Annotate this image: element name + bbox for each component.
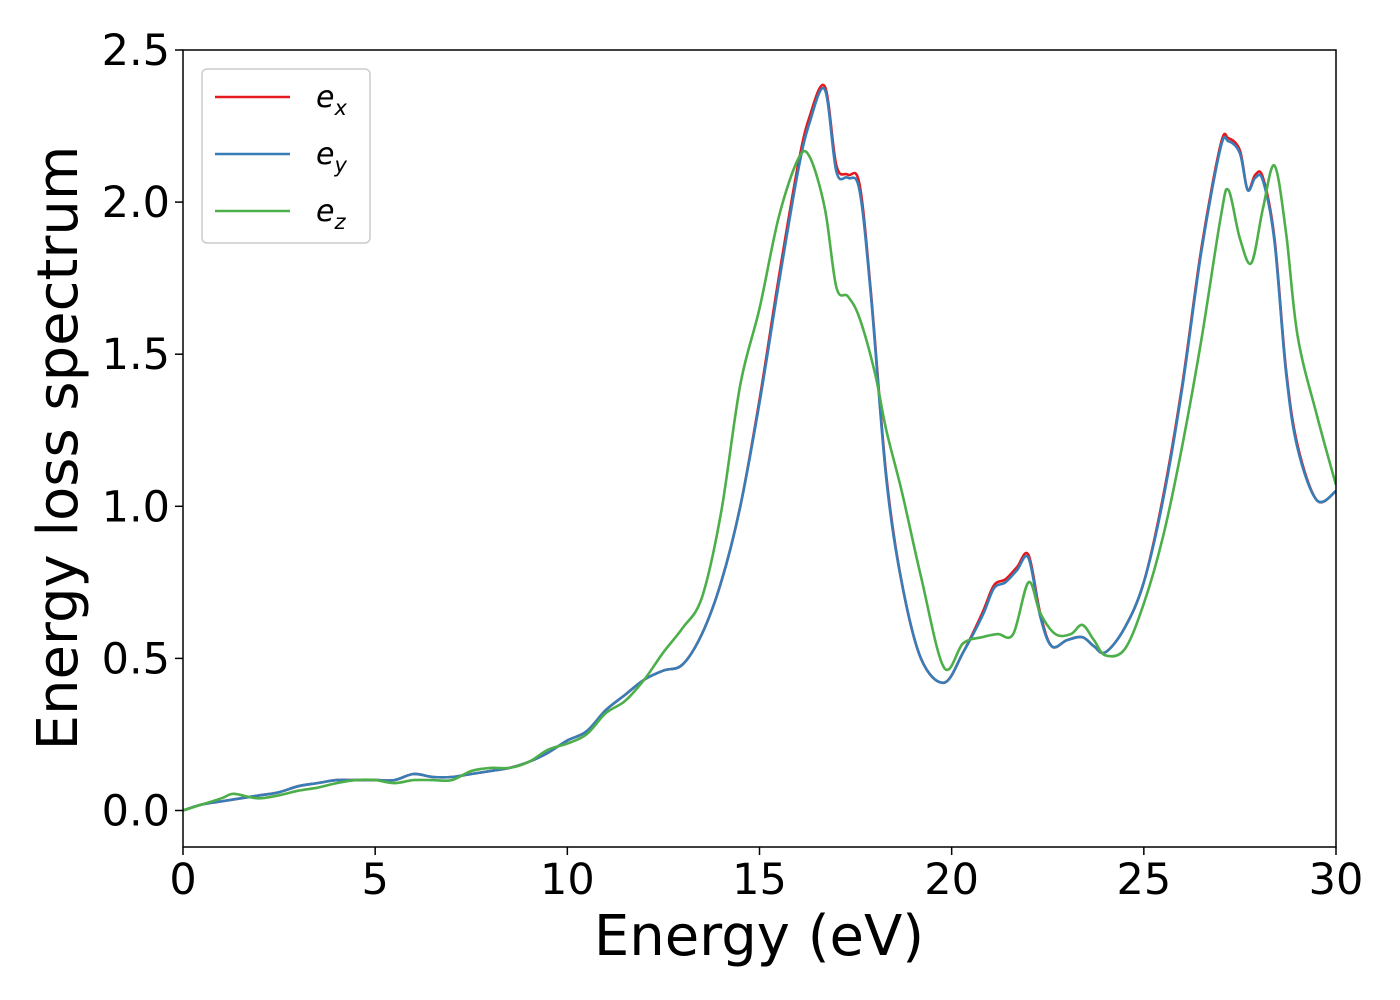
x-tick-label: 15 <box>732 855 787 905</box>
series-layer <box>183 83 1336 812</box>
x-tick-label: 10 <box>540 855 595 905</box>
legend-box <box>201 68 371 244</box>
x-axis-title: Energy (eV) <box>594 904 924 969</box>
plot-area <box>183 50 1336 847</box>
x-tick-label: 20 <box>924 855 979 905</box>
y-tick-label: 0.5 <box>102 634 170 684</box>
y-tick-label: 1.0 <box>102 482 170 532</box>
series-line-y <box>183 86 1336 812</box>
y-axis-title: Energy loss spectrum <box>26 146 91 751</box>
x-tick-label: 30 <box>1309 855 1364 905</box>
series-line-z <box>183 149 1336 812</box>
x-axis-ticks: 0 5 10 15 20 25 30 <box>169 847 1363 905</box>
y-tick-label: 1.5 <box>102 330 170 380</box>
x-tick-label: 5 <box>361 855 388 905</box>
x-tick-label: 0 <box>169 855 196 905</box>
y-axis-ticks: 0.0 0.5 1.0 1.5 2.0 2.5 <box>102 26 183 836</box>
y-tick-label: 0.0 <box>102 786 170 836</box>
y-tick-label: 2.0 <box>102 178 170 228</box>
y-tick-label: 2.5 <box>102 26 170 76</box>
x-tick-label: 25 <box>1116 855 1171 905</box>
